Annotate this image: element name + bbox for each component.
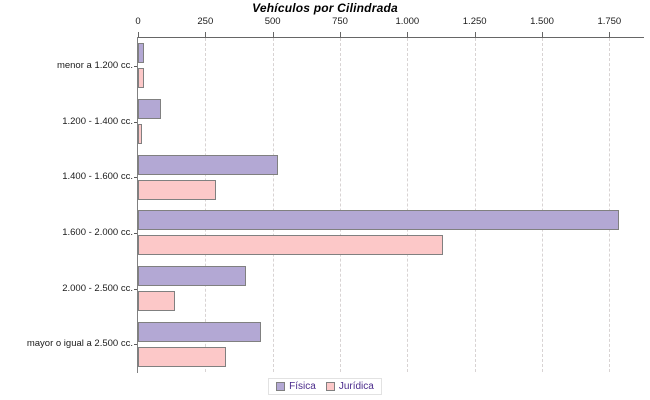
bar — [138, 154, 278, 175]
bar — [138, 43, 144, 64]
legend-item[interactable]: Jurídica — [325, 381, 374, 392]
plot-area — [138, 38, 643, 372]
gridline — [474, 38, 477, 372]
bar — [138, 321, 261, 342]
gridline — [272, 38, 275, 372]
y-axis-category-label: menor a 1.200 cc. — [56, 59, 133, 71]
legend-swatch-icon — [276, 382, 286, 391]
x-axis-tick-label: 1.750 — [597, 16, 622, 27]
x-axis-line — [138, 37, 644, 38]
gridline — [609, 38, 611, 372]
y-axis-tick — [134, 121, 137, 123]
x-axis-tick — [205, 32, 207, 38]
legend-box: Física Jurídica — [268, 378, 382, 395]
x-axis-tick — [542, 32, 543, 38]
x-axis-tick-label: 0 — [135, 16, 141, 27]
bar — [138, 179, 217, 200]
bar — [138, 68, 144, 89]
y-axis-category-label: 1.200 - 1.400 cc. — [62, 115, 133, 127]
x-axis-tick — [340, 32, 341, 38]
gridline — [340, 38, 342, 372]
y-axis-category-label: mayor o igual a 2.500 cc. — [26, 338, 133, 350]
gridline — [205, 38, 207, 372]
y-axis-category-label: 1.400 - 1.600 cc. — [62, 171, 133, 183]
y-axis-tick — [134, 288, 137, 290]
bar — [138, 99, 161, 119]
bar — [138, 210, 620, 231]
bar — [138, 124, 142, 144]
chart-title: Vehículos por Cilindrada — [252, 1, 398, 15]
x-axis-tick — [272, 32, 274, 38]
y-axis-tick — [134, 232, 137, 234]
x-axis-tick-label: 500 — [264, 16, 281, 27]
y-axis-tick — [134, 344, 137, 346]
legend-label: Jurídica — [338, 381, 374, 392]
gridline — [542, 38, 544, 372]
x-axis-tick-label: 1.250 — [462, 16, 487, 27]
chart-legend: Física Jurídica — [0, 378, 650, 395]
y-axis-category-label: 2.000 - 2.500 cc. — [62, 282, 133, 294]
bar — [138, 346, 227, 367]
x-axis-tick-label: 250 — [197, 16, 214, 27]
x-axis-tick — [138, 32, 139, 38]
legend-label: Física — [289, 381, 316, 392]
y-axis-tick — [134, 177, 137, 179]
y-axis-line — [137, 37, 138, 373]
x-axis-tick — [474, 32, 476, 38]
gridline — [407, 38, 409, 372]
bar — [138, 291, 175, 311]
legend-swatch-icon — [325, 382, 335, 391]
legend-item[interactable]: Física — [276, 381, 316, 392]
y-axis-tick — [134, 65, 137, 67]
x-axis-tick — [609, 32, 611, 38]
bar — [138, 235, 444, 256]
x-axis-tick — [407, 32, 409, 38]
y-axis-category-label: 1.600 - 2.000 cc. — [62, 226, 133, 238]
bar — [138, 266, 246, 286]
x-axis-tick-label: 1.000 — [395, 16, 420, 27]
x-axis-tick-label: 1.500 — [530, 16, 554, 27]
x-axis-tick-label: 750 — [332, 16, 348, 27]
